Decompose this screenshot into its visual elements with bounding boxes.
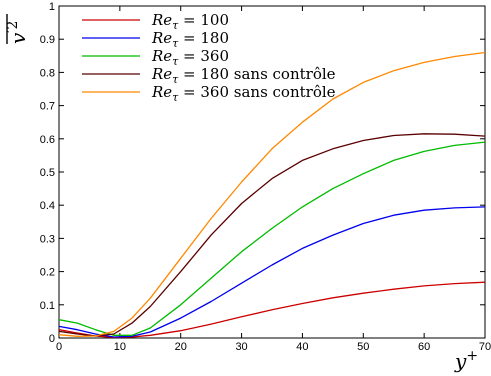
y-tick-label: 0.1: [40, 300, 55, 312]
series-line-3: [58, 141, 486, 336]
legend-label-1: Reτ = 100: [151, 11, 229, 32]
x-tick-label: 60: [418, 341, 430, 353]
legend-label-5: Reτ = 360 sans contrôle: [151, 83, 336, 104]
x-tick-label: 10: [114, 341, 126, 353]
x-tick-label: 20: [175, 341, 187, 353]
x-axis-title: y+: [454, 348, 478, 373]
legend-label-2: Reτ = 180: [151, 29, 229, 50]
axis-titles: y+ v′2: [5, 14, 478, 373]
legend-label-4: Reτ = 180 sans contrôle: [151, 65, 336, 86]
y-tick-label: 1: [49, 1, 55, 13]
series-lines: [58, 51, 486, 338]
y-tick-label: 0: [49, 333, 55, 345]
y-tick-label: 0.5: [40, 167, 55, 179]
y-tick-label: 0.7: [40, 101, 55, 113]
x-tick-label: 50: [357, 341, 369, 353]
y-tick-label: 0.8: [40, 67, 55, 79]
x-tick-label: 0: [56, 341, 62, 353]
series-line-4: [58, 133, 486, 337]
y-tick-label: 0.9: [40, 34, 55, 46]
series-line-5: [58, 51, 486, 337]
y-tick-label: 0.3: [40, 233, 55, 245]
y-tick-label: 0.6: [40, 134, 55, 146]
series-line-2: [58, 206, 486, 338]
y-tick-label: 0.2: [40, 267, 55, 279]
y-tick-label: 0.4: [40, 200, 55, 212]
x-tick-label: 40: [296, 341, 308, 353]
x-tick-label: 70: [479, 341, 491, 353]
series-line-1: [58, 281, 486, 338]
y-axis-title: v′2: [5, 21, 30, 44]
x-tick-label: 30: [235, 341, 247, 353]
legend-label-3: Reτ = 360: [151, 47, 229, 68]
axis-ticks: 0 10 20 30 40 50 60 70 0 0.1 0.2 0.3 0.4 0.5 0.6 0.7 0.8…: [40, 1, 491, 353]
